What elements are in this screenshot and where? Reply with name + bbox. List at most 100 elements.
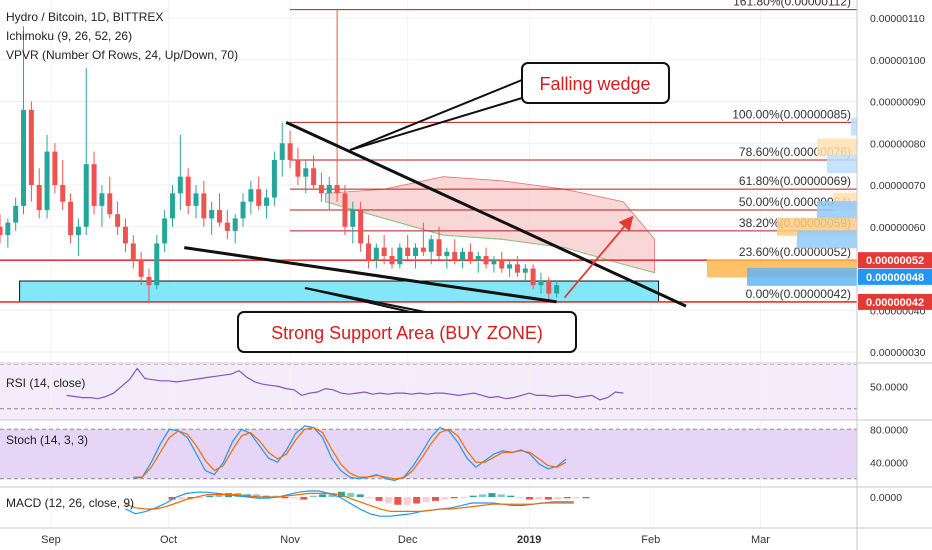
candle-body <box>342 193 348 227</box>
macd-histogram-bar <box>347 493 355 497</box>
fib-label: 0.00%(0.00000042) <box>746 287 851 301</box>
vpvr-bar <box>797 230 857 249</box>
candle-body <box>217 210 223 223</box>
chart-title: Hydro / Bitcoin, 1D, BITTREX <box>6 10 163 24</box>
macd-histogram-bar <box>507 495 515 497</box>
candle-body <box>169 193 175 219</box>
candle-body <box>13 205 19 223</box>
macd-histogram-bar <box>366 497 374 499</box>
macd-histogram-bar <box>413 497 421 504</box>
rsi-legend: RSI (14, close) <box>6 376 85 390</box>
candle-body <box>287 143 293 160</box>
price-tick-label: 0.00000080 <box>870 138 926 150</box>
candle-body <box>162 218 168 244</box>
vpvr-bar <box>817 201 857 220</box>
candle-body <box>44 151 50 211</box>
candle-body <box>334 185 340 194</box>
macd-histogram-bar <box>450 497 458 499</box>
price-tag-bg <box>858 293 932 310</box>
candle-body <box>68 201 74 236</box>
macd-histogram-bar <box>300 497 308 500</box>
candle-body <box>326 185 332 194</box>
candle-body <box>436 239 442 256</box>
candle-body <box>460 251 466 261</box>
candle-body <box>279 143 285 160</box>
price-tag-bg <box>858 252 932 269</box>
candle-body <box>428 239 434 252</box>
macd-histogram-bar <box>554 497 562 500</box>
indicator-ichimoku: Ichimoku (9, 26, 52, 26) <box>6 29 132 43</box>
callout-pointer <box>349 97 523 151</box>
candle-body <box>491 260 497 265</box>
vpvr-histogram <box>707 117 857 286</box>
macd-histogram-bar <box>488 493 496 497</box>
fib-label: 161.80%(0.00000112) <box>733 0 851 9</box>
candle-body <box>146 276 152 286</box>
candle-body <box>507 264 513 269</box>
macd-pane <box>0 488 857 528</box>
candle-body <box>452 251 458 261</box>
indicator-vpvr: VPVR (Number Of Rows, 24, Up/Down, 70) <box>6 48 238 62</box>
wedge-lines <box>184 121 687 308</box>
vpvr-bar <box>827 155 857 174</box>
candle-body <box>28 109 34 185</box>
rsi-tick-label: 50.0000 <box>870 381 908 393</box>
candle-body <box>522 268 528 273</box>
macd-histogram-bar <box>309 495 317 497</box>
macd-histogram-bar <box>356 494 364 497</box>
support-area-callout: Strong Support Area (BUY ZONE) <box>237 287 577 353</box>
candle-body <box>99 193 105 206</box>
price-tick-label: 0.00000100 <box>870 55 926 67</box>
candle-body <box>177 176 183 194</box>
macd-histogram-bar <box>215 494 223 497</box>
time-tick-label: Dec <box>398 534 418 546</box>
macd-histogram-bar <box>516 497 524 499</box>
macd-tick-label: 0.0000 <box>870 492 902 504</box>
candle-body <box>256 189 262 206</box>
candle-body <box>232 218 238 231</box>
time-tick-label: Oct <box>160 534 177 546</box>
wedge-upper-line <box>285 121 687 308</box>
macd-histogram-bar <box>573 497 581 499</box>
fib-label: 100.00%(0.00000085) <box>732 107 851 121</box>
candle-body <box>546 281 552 294</box>
breakout-arrow <box>563 215 634 299</box>
price-tag-label: 0.00000042 <box>866 297 924 309</box>
candle-body <box>303 168 309 177</box>
macd-histogram-bar <box>479 494 487 497</box>
candle-body <box>248 189 254 202</box>
price-tick-label: 0.00000070 <box>870 180 926 192</box>
candle-body <box>483 255 489 265</box>
candle-body <box>224 222 230 231</box>
vpvr-bar <box>747 267 857 286</box>
macd-histogram-bar <box>582 497 590 499</box>
stoch-tick-label: 40.0000 <box>870 457 908 469</box>
candle-body <box>538 281 544 286</box>
fib-label: 61.80%(0.00000069) <box>739 174 851 188</box>
candle-body <box>0 226 3 236</box>
candles <box>0 9 560 302</box>
macd-histogram-bar <box>187 497 195 499</box>
cloud-span-b <box>325 201 655 274</box>
price-tag-bg <box>858 268 932 285</box>
wedge-lower-line <box>184 246 557 304</box>
callout-pointer <box>349 79 523 151</box>
candle-body <box>295 159 301 177</box>
macd-histogram-bar <box>526 497 534 500</box>
candle-body <box>138 260 144 277</box>
macd-histogram-bar <box>394 497 402 505</box>
candle-body <box>36 185 42 211</box>
macd-histogram-bar <box>403 497 411 505</box>
time-tick-label: Sep <box>41 534 61 546</box>
stoch-d-line <box>133 426 567 480</box>
time-tick-label: 2019 <box>517 534 541 546</box>
price-tag-label: 0.00000048 <box>866 272 924 284</box>
candle-body <box>264 197 270 206</box>
macd-histogram-bar <box>431 497 439 501</box>
candle-body <box>60 185 66 202</box>
price-tick-label: 0.00000090 <box>870 97 926 109</box>
macd-histogram-bar <box>281 497 289 499</box>
candle-body <box>154 243 160 286</box>
macd-histogram-bar <box>563 497 571 499</box>
